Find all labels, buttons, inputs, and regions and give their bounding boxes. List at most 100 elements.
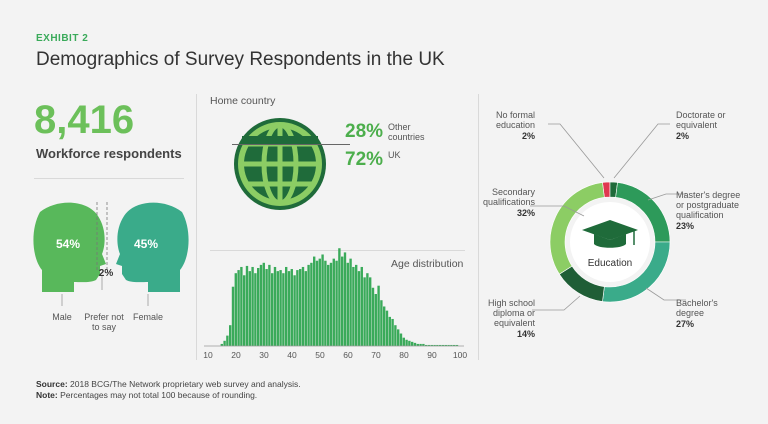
age-bar [220,343,223,346]
age-bar [287,271,291,346]
age-bar [321,254,324,346]
age-bar [251,266,254,346]
x-tick-label: 50 [315,350,325,360]
doctorate-pct: 2% [676,131,689,141]
age-bar [357,271,361,346]
bachelor-label-2: degree [676,308,704,318]
age-bar [335,260,338,346]
other-pct: 2% [99,268,114,279]
x-tick-label: 40 [287,350,297,360]
age-bar [313,256,316,346]
age-bar [355,264,358,346]
age-bar [380,300,383,346]
divider [478,94,479,360]
age-bar [318,258,321,346]
age-bar [388,316,391,346]
x-tick-label: 60 [343,350,353,360]
education-slice [549,182,605,275]
education-title: Education [588,258,632,269]
highschool-label-1: High school [488,298,535,308]
age-bar [349,258,352,346]
highschool-pct: 14% [517,329,535,339]
uk-label: UK [388,150,401,160]
x-tick-label: 10 [203,350,213,360]
age-bar [405,339,408,346]
other-countries-pct: 28% [345,121,384,142]
age-bar [441,344,445,346]
age-bar [324,260,327,346]
age-bar [374,294,377,346]
age-bar [234,273,237,346]
bachelor-pct: 27% [676,319,694,329]
female-head-icon [116,202,189,292]
age-distribution-chart: 10 20 30 40 50 60 70 80 90 100 [203,248,467,360]
age-bar [413,342,417,346]
gender-graphic: 54% 45% 2% Male Prefer not to say Female [33,202,189,332]
age-bar [360,266,363,346]
age-bar [243,275,246,346]
age-bar [271,273,274,346]
age-bar [408,340,411,346]
male-label: Male [52,312,72,322]
age-bar [366,273,369,346]
age-bar [299,269,302,346]
age-bar [433,344,436,346]
divider [34,178,184,179]
age-bar [416,343,419,346]
age-bar [296,270,299,346]
age-bar [383,306,386,346]
age-bar [265,269,268,346]
globe-icon [232,118,350,210]
no-formal-label-1: No formal [496,110,535,120]
home-country-title: Home country [210,95,276,107]
age-bar [245,265,249,346]
uk-pct: 72% [345,149,384,170]
age-chart-title: Age distribution [391,258,464,270]
age-bar [254,273,257,346]
education-donut-chart: Education No formal education 2% Doctora… [483,110,740,339]
no-formal-pct: 2% [522,131,535,141]
age-bar [371,287,375,346]
age-bar [293,275,296,346]
page-title: Demographics of Survey Respondents in th… [36,49,445,70]
age-bar [315,260,319,346]
respondents-count: 8,416 [34,98,135,142]
source-note: Source: 2018 BCG/The Network proprietary… [36,379,301,400]
age-bar [444,344,447,346]
age-bar [436,344,439,346]
x-tick-label: 30 [259,350,269,360]
age-bar [226,335,229,346]
age-bar [273,266,277,346]
age-bar [425,344,428,346]
age-bar [419,343,422,346]
age-bar [257,268,260,346]
age-bar [237,270,240,346]
age-bar [229,325,232,346]
age-bar [369,277,372,346]
graduation-cap-icon [582,220,638,248]
age-bar [307,264,310,346]
age-bar [411,341,414,346]
age-bar [343,252,347,346]
age-bar [282,273,285,346]
age-bar [422,343,425,346]
age-bar [223,340,226,346]
age-bar [399,333,403,346]
age-bar [427,344,431,346]
age-bar [304,271,307,346]
age-bar [430,344,433,346]
highschool-label-2: diploma or [493,308,535,318]
age-bar [346,262,349,346]
highschool-label-3: equivalent [494,318,536,328]
doctorate-label-1: Doctorate or [676,110,726,120]
masters-pct: 23% [676,221,694,231]
x-tick-label: 90 [427,350,437,360]
x-tick-label: 20 [231,350,241,360]
age-bar [352,266,355,346]
age-bar [447,344,450,346]
respondents-label: Workforce respondents [36,146,182,161]
age-bar [279,270,282,346]
divider [210,250,465,251]
age-bar [377,285,380,346]
age-bar [363,277,366,346]
